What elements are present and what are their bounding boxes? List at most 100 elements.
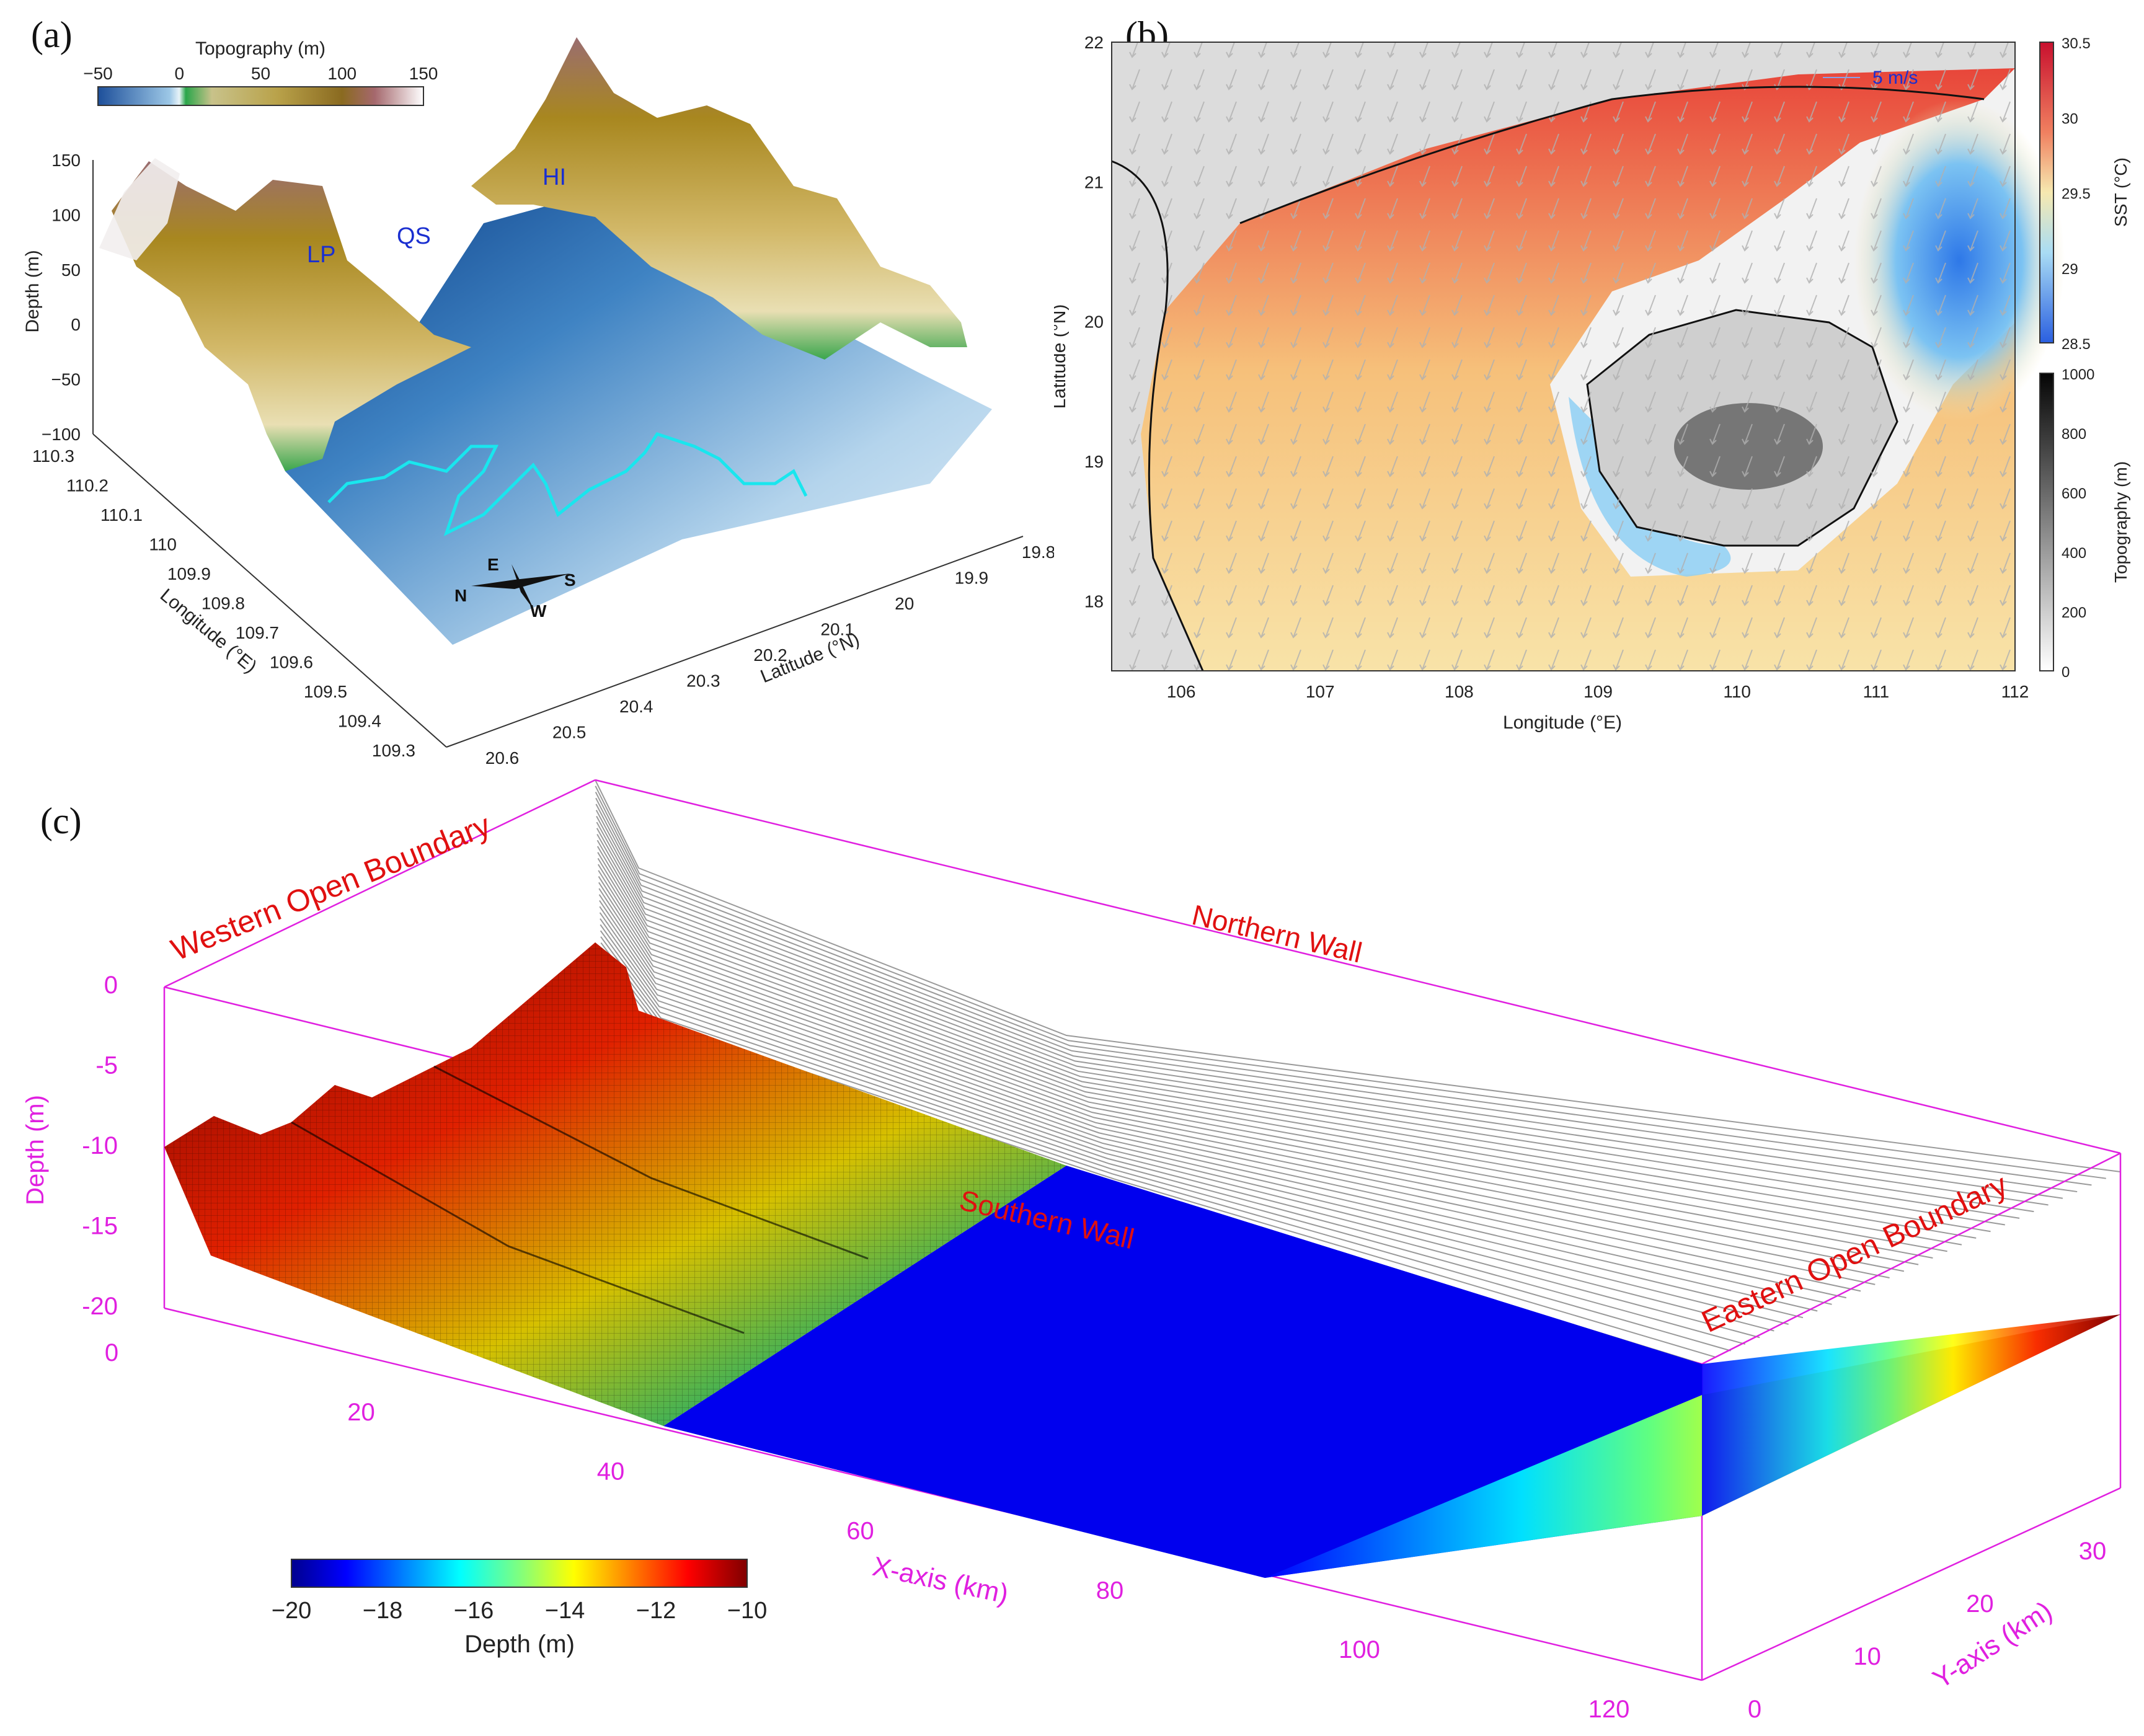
c-y-tick: 20: [1966, 1590, 1994, 1618]
c-wall-line: [596, 846, 1962, 1246]
c-wall-line: [595, 779, 2121, 1172]
a-z-tick: 150: [51, 151, 81, 170]
b-x-tick: 109: [1584, 682, 1613, 701]
a-y-tick: 20: [895, 594, 914, 613]
a-x-tick: 110.3: [32, 446, 74, 466]
c-wall-line: [598, 870, 1905, 1272]
c-x-tick: 20: [347, 1399, 375, 1426]
b-topo-tick: 200: [2062, 604, 2086, 621]
a-x-tick: 109.3: [372, 741, 415, 760]
a-x-tick: 109.8: [202, 594, 245, 613]
a-colorbar-title: Topography (m): [195, 38, 326, 59]
c-wall-line: [597, 852, 1947, 1252]
b-coastline: [1111, 86, 1985, 671]
c-east-face: [1702, 1314, 2120, 1516]
c-annotation-west: Western Open Boundary: [166, 807, 495, 967]
a-x-tick: 110: [149, 535, 177, 554]
c-x-tick: 40: [597, 1458, 625, 1486]
a-colorbar-tick: 100: [327, 64, 357, 83]
a-colorbar-tick: 50: [251, 64, 270, 83]
b-topo-title: Topography (m): [2111, 461, 2130, 583]
b-ylabel: Latitude (°N): [1054, 304, 1070, 409]
c-colorbar-title: Depth (m): [464, 1631, 575, 1658]
b-x-tick: 110: [1723, 682, 1751, 701]
b-sst-title: SST (°C): [2111, 157, 2130, 227]
c-wall-line: [596, 815, 2034, 1213]
a-x-tick: 109.9: [167, 564, 211, 583]
a-annotation-lp: LP: [307, 242, 335, 268]
c-z-tick: -10: [82, 1132, 118, 1159]
compass-e: E: [487, 555, 499, 574]
c-colorbar-tick: −14: [545, 1598, 585, 1624]
compass-w: W: [530, 601, 547, 621]
c-wall-line: [598, 876, 1890, 1279]
a-z-tick: −100: [42, 425, 81, 444]
a-sea-surface: [285, 186, 992, 645]
a-y-tick: 20.4: [619, 697, 653, 716]
c-wall-line: [598, 894, 1846, 1299]
c-z-tick: -20: [82, 1293, 118, 1320]
a-z-tick: −50: [51, 370, 81, 389]
b-topo-tick: 800: [2062, 426, 2086, 443]
c-wall-line: [595, 810, 2049, 1206]
c-wall-line: [598, 888, 1861, 1292]
c-x-tick: 0: [105, 1339, 118, 1366]
c-wall-line: [600, 936, 1746, 1345]
c-x-tick: 120: [1588, 1696, 1630, 1723]
a-y-tick: 20.3: [686, 671, 720, 691]
c-wall-line: [596, 834, 1991, 1233]
c-x-tick: 80: [1096, 1577, 1124, 1604]
c-wall-line: [600, 924, 1774, 1332]
c-colorbar-tick: −20: [272, 1598, 311, 1624]
b-x-tick: 108: [1445, 682, 1474, 701]
panel-c-chart: Western Open Boundary Northern Wall Sout…: [22, 779, 2122, 1723]
a-colorbar-tick: 0: [174, 64, 184, 83]
b-x-tick: 106: [1167, 682, 1196, 701]
c-wall-line: [598, 882, 1876, 1285]
compass-s: S: [564, 570, 576, 590]
a-x-tick: 109.7: [236, 623, 279, 642]
c-colorbar-tick: −12: [636, 1598, 676, 1624]
a-y-tick: 20.5: [552, 723, 587, 742]
a-y-tick: 19.9: [955, 569, 989, 588]
b-sst-tick: 29.5: [2062, 186, 2091, 203]
b-sst-tick: 29: [2062, 261, 2078, 278]
c-colorbar-tick: −18: [363, 1598, 402, 1624]
c-wall-line: [595, 786, 2106, 1179]
b-vector-legend: 5 m/s: [1872, 68, 1918, 88]
a-z-tick: 0: [71, 315, 81, 334]
a-terrain-right: [471, 37, 967, 360]
a-cyan-tracks: [327, 432, 808, 536]
compass-icon: E N S W: [454, 555, 576, 621]
c-wall-line: [595, 804, 2063, 1199]
b-sst-tick: 28.5: [2062, 336, 2091, 353]
c-wall-line: [597, 864, 1919, 1265]
b-x-tick: 111: [1863, 682, 1890, 701]
c-wall-line: [600, 930, 1760, 1339]
a-x-tick: 109.4: [338, 712, 381, 731]
c-wall-line: [596, 839, 1977, 1239]
b-y-tick: 22: [1084, 33, 1104, 52]
b-y-tick: 18: [1084, 591, 1104, 611]
c-z-tick: 0: [104, 972, 118, 999]
c-wall-line: [599, 900, 1832, 1305]
c-wall-line: [596, 828, 2005, 1226]
c-wall-line: [595, 797, 2078, 1193]
c-wall-line: [600, 942, 1731, 1352]
a-annotation-qs: QS: [397, 223, 431, 249]
a-y-tick: 20.2: [753, 645, 787, 665]
c-wall-line: [596, 822, 2020, 1219]
a-annotation-hi: HI: [543, 164, 566, 190]
a-colorbar-tick: −50: [83, 64, 113, 83]
c-wall-line: [599, 912, 1804, 1319]
b-x-tick: 107: [1306, 682, 1335, 701]
a-x-tick: 110.2: [66, 476, 109, 495]
b-topo-tick: 1000: [2062, 366, 2094, 383]
c-y-tick: 10: [1853, 1643, 1881, 1670]
c-deep-basin: [663, 1166, 1702, 1578]
a-zlabel: Depth (m): [22, 250, 43, 332]
a-x-tick: 109.6: [270, 653, 313, 672]
a-y-tick: 20.6: [485, 748, 520, 768]
c-x-tick: 60: [846, 1518, 874, 1545]
b-topo-tick: 400: [2062, 545, 2086, 562]
